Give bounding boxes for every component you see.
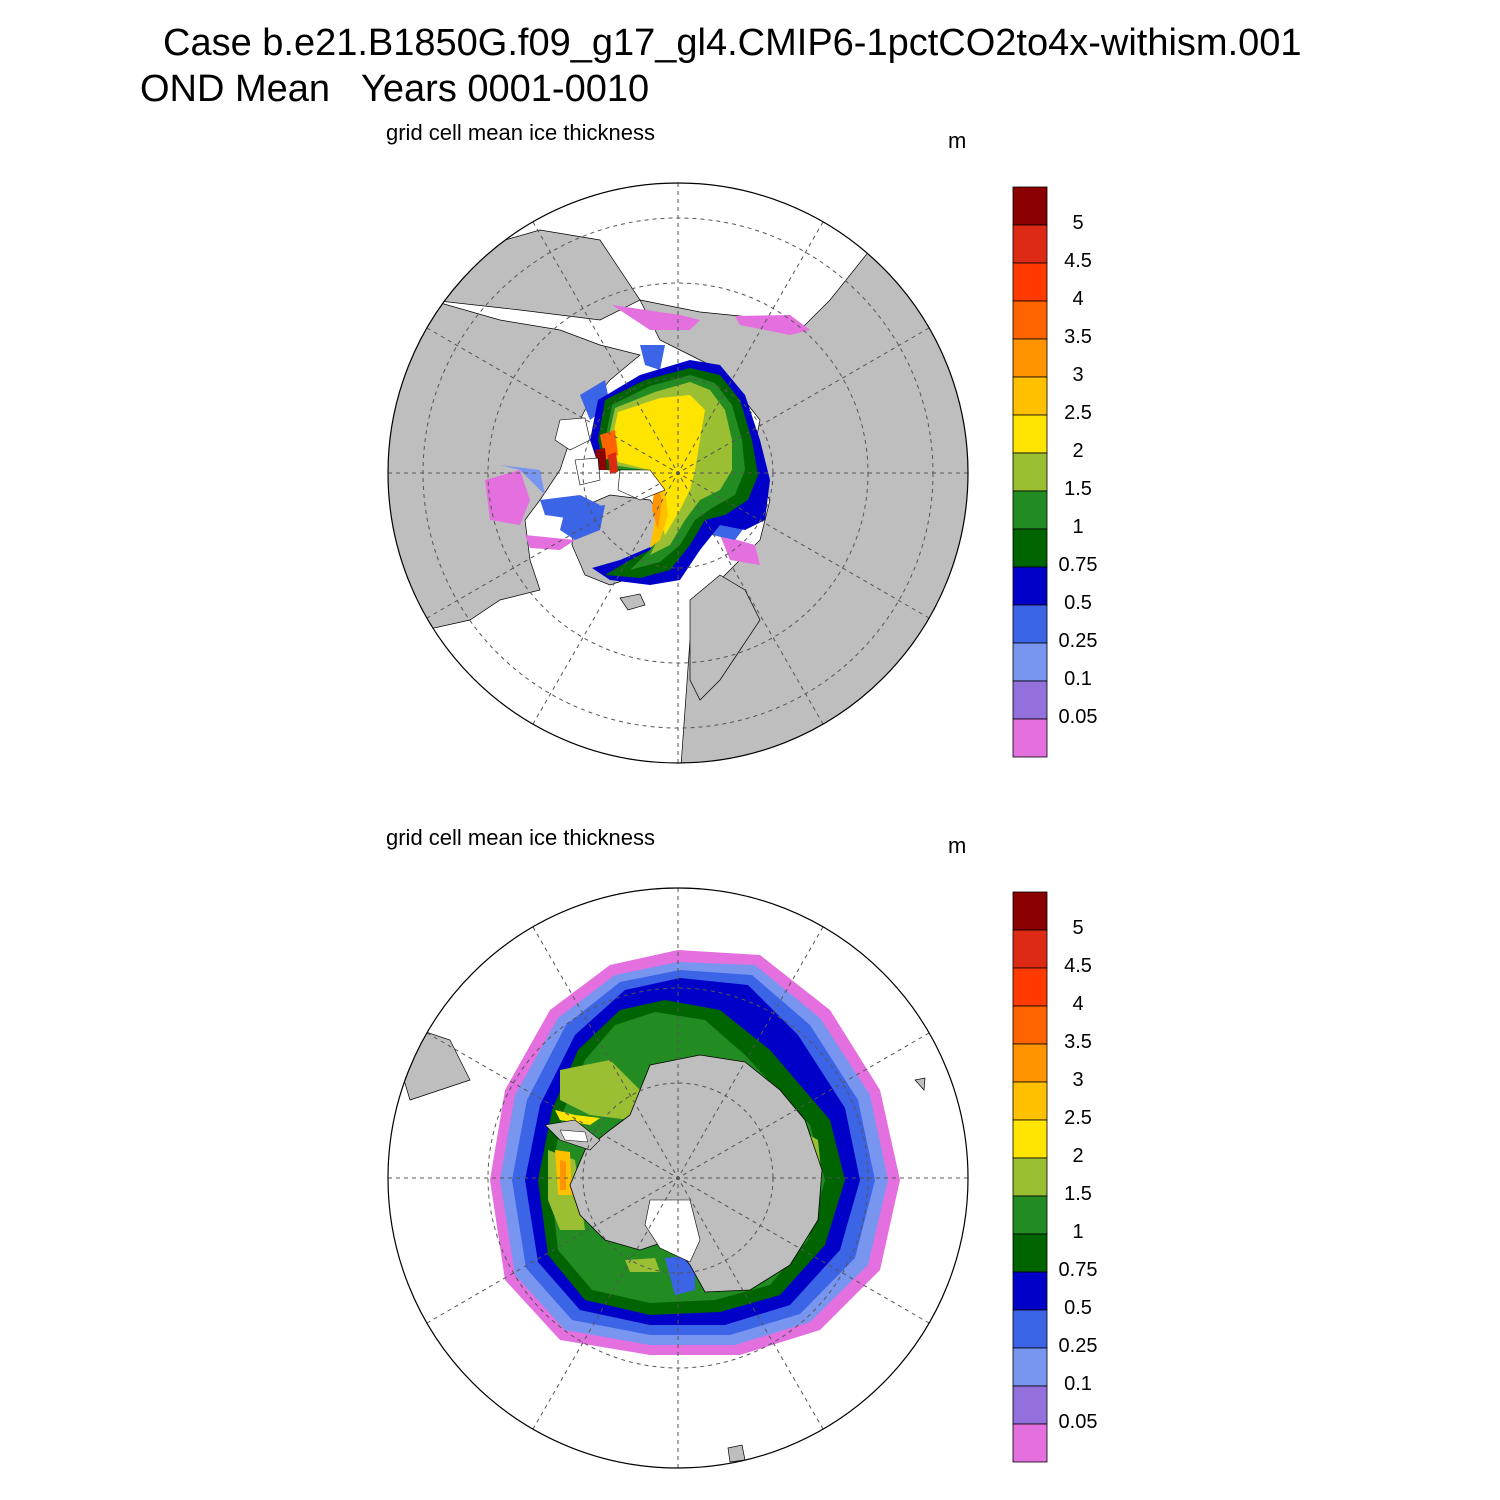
figure-title-period: OND Mean Years 0001-0010 [140,68,650,110]
south-colorbar-swatch-1 [1012,929,1048,969]
south-map-border [387,887,969,1469]
south-colorbar-label: 0.25 [1058,1335,1098,1357]
south-colorbar-swatch-3 [1012,1005,1048,1045]
north-colorbar-label: 0.5 [1064,592,1092,614]
south-graticule [388,888,968,1468]
land-europe [689,574,761,701]
south-colorbar-swatch-9 [1012,1233,1048,1273]
south-colorbar-label: 5 [1072,917,1084,939]
north-colorbar-label: 0.75 [1058,554,1098,576]
north-colorbar [1012,186,1048,758]
north-colorbar-label: 2.5 [1064,402,1092,424]
south-colorbar-swatch-4 [1012,1043,1048,1083]
south-colorbar-swatch-7 [1012,1157,1048,1197]
ice-edge-pink [612,305,700,330]
south-colorbar-label: 2 [1072,1145,1084,1167]
south-colorbar-label: 1 [1072,1221,1084,1243]
south-colorbar-label: 4 [1072,993,1084,1015]
north-colorbar-label: 3 [1072,364,1084,386]
south-colorbar-swatch-12 [1012,1347,1048,1387]
south-colorbar-label: 3 [1072,1069,1084,1091]
south-colorbar-label: 2.5 [1064,1107,1092,1129]
ice-yellow [612,395,705,535]
ice-yellow-green-south [560,1060,640,1120]
south-colorbar-swatch-10 [1012,1271,1048,1311]
north-colorbar-swatch-3 [1012,300,1048,340]
south-polar-map [388,888,968,1468]
north-colorbar-swatch-10 [1012,566,1048,606]
north-colorbar-swatch-5 [1012,376,1048,416]
south-colorbar-label: 0.75 [1058,1259,1098,1281]
south-colorbar-label: 0.1 [1064,1373,1092,1395]
south-colorbar-label: 3.5 [1064,1031,1092,1053]
north-colorbar-swatch-7 [1012,452,1048,492]
north-colorbar-swatch-0 [1012,186,1048,226]
south-colorbar-swatch-5 [1012,1081,1048,1121]
north-colorbar-label: 5 [1072,212,1084,234]
north-colorbar-swatch-14 [1012,718,1048,758]
land-north-america [388,299,641,641]
south-colorbar-label: 0.5 [1064,1297,1092,1319]
north-colorbar-swatch-2 [1012,262,1048,302]
land-iceland [619,593,646,611]
south-colorbar-swatch-6 [1012,1119,1048,1159]
north-colorbar-swatch-11 [1012,604,1048,644]
south-panel-units: m [948,833,967,858]
north-colorbar-label: 3.5 [1064,326,1092,348]
north-colorbar-label: 1.5 [1064,478,1092,500]
north-panel-title: grid cell mean ice thickness [386,120,656,145]
north-colorbar-label: 4.5 [1064,250,1092,272]
land-antarctica [569,1054,823,1293]
north-colorbar-label: 2 [1072,440,1084,462]
south-colorbar-swatch-14 [1012,1423,1048,1463]
north-colorbar-label: 0.1 [1064,668,1092,690]
south-colorbar-swatch-13 [1012,1385,1048,1425]
north-polar-map [388,183,968,763]
figure-title-case: Case b.e21.B1850G.f09_g17_gl4.CMIP6-1pct… [163,22,1302,64]
south-colorbar-swatch-2 [1012,967,1048,1007]
north-colorbar-swatch-1 [1012,224,1048,264]
south-colorbar-label: 0.05 [1058,1411,1098,1433]
north-colorbar-swatch-13 [1012,680,1048,720]
north-graticule [388,183,968,763]
south-colorbar-swatch-11 [1012,1309,1048,1349]
south-colorbar [1012,891,1048,1463]
south-colorbar-swatch-8 [1012,1195,1048,1235]
south-colorbar-label: 1.5 [1064,1183,1092,1205]
south-panel-title: grid cell mean ice thickness [386,825,656,850]
north-colorbar-label: 0.25 [1058,630,1098,652]
north-colorbar-label: 1 [1072,516,1084,538]
north-colorbar-label: 0.05 [1058,706,1098,728]
north-map-border [387,182,969,764]
north-colorbar-label: 4 [1072,288,1084,310]
south-colorbar-label: 4.5 [1064,955,1092,977]
north-colorbar-swatch-4 [1012,338,1048,378]
north-panel-units: m [948,128,967,153]
